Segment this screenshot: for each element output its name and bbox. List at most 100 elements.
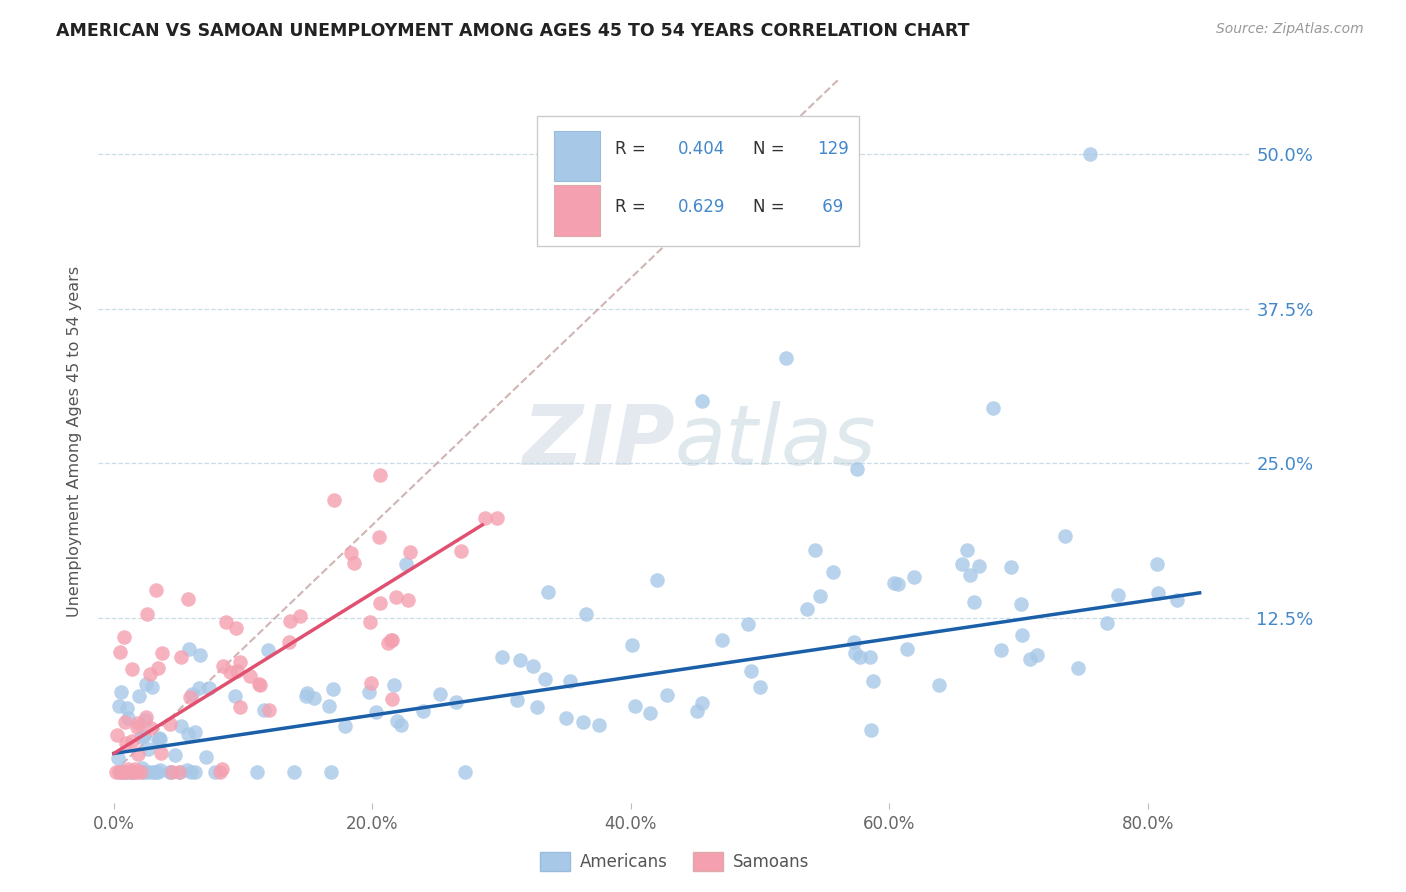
Point [381, 692, 404, 706]
Point [114, 764, 136, 779]
Point [1147, 586, 1170, 600]
Point [283, 764, 305, 779]
Point [188, 681, 211, 696]
Point [575, 607, 598, 621]
Point [110, 685, 132, 699]
Point [588, 718, 610, 732]
Point [169, 650, 191, 665]
Point [491, 649, 513, 664]
Point [474, 511, 496, 525]
Point [180, 687, 202, 701]
Point [150, 646, 173, 660]
Point [127, 715, 149, 730]
Point [959, 568, 981, 582]
Point [105, 728, 128, 742]
Point [450, 544, 472, 558]
Point [981, 401, 1004, 415]
Point [107, 751, 129, 765]
Text: 69: 69 [817, 198, 844, 216]
Point [360, 676, 382, 690]
Point [380, 632, 402, 647]
Point [180, 764, 202, 779]
Point [384, 590, 406, 604]
Point [146, 661, 169, 675]
Point [127, 747, 149, 761]
Point [1078, 147, 1101, 161]
Point [278, 635, 301, 649]
Point [211, 659, 233, 673]
Point [127, 764, 149, 779]
Point [302, 691, 325, 706]
Point [883, 575, 905, 590]
Point [368, 596, 391, 610]
Point [1026, 648, 1049, 662]
Point [134, 713, 156, 727]
Point [163, 747, 186, 762]
Point [990, 643, 1012, 657]
Point [141, 680, 163, 694]
Text: R =: R = [614, 198, 651, 216]
Point [572, 715, 595, 730]
Point [297, 686, 319, 700]
Point [111, 764, 134, 779]
Point [226, 664, 249, 678]
Point [115, 736, 138, 750]
Point [179, 642, 201, 657]
Point [249, 677, 271, 691]
Legend: Americans, Samoans: Americans, Samoans [534, 845, 815, 878]
Point [737, 616, 759, 631]
Point [114, 630, 136, 644]
Point [887, 577, 910, 591]
Point [335, 719, 357, 733]
Point [122, 764, 145, 779]
Point [117, 711, 139, 725]
Point [149, 764, 172, 778]
Point [135, 709, 157, 723]
Point [1011, 628, 1033, 642]
Point [209, 764, 232, 779]
Point [903, 569, 925, 583]
Point [132, 764, 155, 779]
Point [389, 717, 412, 731]
Point [849, 650, 872, 665]
Point [505, 692, 527, 706]
Point [108, 764, 131, 779]
Point [110, 764, 132, 779]
Point [295, 690, 318, 704]
Point [162, 764, 184, 779]
Point [125, 720, 148, 734]
Point [134, 729, 156, 743]
Point [229, 655, 252, 669]
Point [149, 746, 172, 760]
Point [118, 764, 141, 779]
Point [955, 543, 977, 558]
Point [139, 764, 162, 779]
Point [149, 732, 172, 747]
Point [198, 681, 221, 695]
Point [963, 594, 986, 608]
Point [846, 462, 869, 476]
Point [1107, 588, 1129, 602]
Point [368, 468, 391, 483]
Point [1010, 598, 1032, 612]
Point [136, 742, 159, 756]
Point [359, 615, 381, 629]
Point [554, 711, 576, 725]
Text: 129: 129 [817, 140, 848, 158]
Point [340, 546, 363, 560]
Text: N =: N = [754, 140, 790, 158]
Point [522, 659, 544, 673]
Text: Source: ZipAtlas.com: Source: ZipAtlas.com [1216, 22, 1364, 37]
Point [139, 667, 162, 681]
Point [429, 687, 451, 701]
Point [749, 680, 772, 694]
Point [121, 662, 143, 676]
Point [382, 678, 405, 692]
Point [184, 724, 207, 739]
Point [560, 674, 582, 689]
Point [620, 638, 643, 652]
Point [135, 677, 157, 691]
Point [322, 682, 344, 697]
Point [950, 557, 973, 571]
Text: ZIP: ZIP [522, 401, 675, 482]
